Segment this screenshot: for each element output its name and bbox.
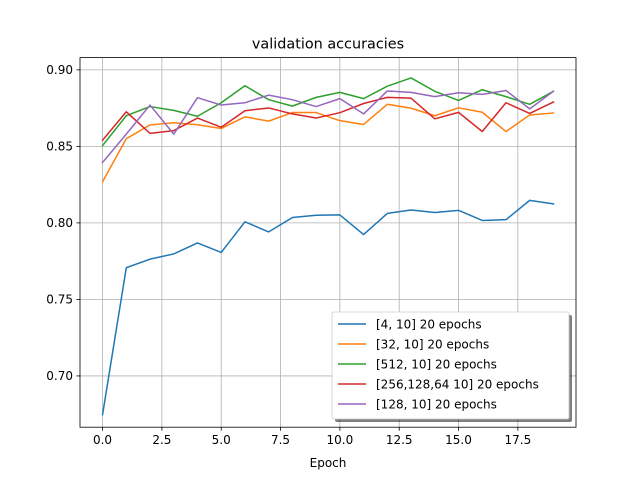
series-line-3 bbox=[101, 77, 555, 147]
legend: [4, 10] 20 epochs [32, 10] 20 epochs [512,… bbox=[331, 311, 572, 422]
y-tick-label: 0.85 bbox=[46, 140, 73, 154]
series-line-5 bbox=[101, 89, 555, 164]
x-tick-label: 0.0 bbox=[93, 433, 112, 447]
plot-frame bbox=[79, 57, 577, 428]
x-tick-label: 10.0 bbox=[327, 433, 354, 447]
legend-label: [512, 10] 20 epochs bbox=[376, 358, 497, 372]
x-tick-label: 12.5 bbox=[386, 433, 413, 447]
y-tick-label: 0.90 bbox=[46, 63, 73, 77]
y-axis: 0.70 0.75 0.80 0.85 0.90 bbox=[46, 63, 80, 383]
legend-box bbox=[331, 311, 570, 420]
y-tick-label: 0.75 bbox=[46, 293, 73, 307]
x-tick-label: 15.0 bbox=[445, 433, 472, 447]
y-tick-label: 0.80 bbox=[46, 216, 73, 230]
series-line-1 bbox=[101, 199, 555, 416]
x-tick-label: 7.5 bbox=[271, 433, 290, 447]
series-lines bbox=[101, 77, 555, 416]
legend-label: [256,128,64 10] 20 epochs bbox=[376, 378, 539, 392]
x-axis: 0.0 2.5 5.0 7.5 10.0 12.5 15.0 17.5 bbox=[93, 427, 531, 447]
x-tick-label: 17.5 bbox=[504, 433, 531, 447]
y-tick-label: 0.70 bbox=[46, 369, 73, 383]
chart-title: validation accuracies bbox=[252, 37, 404, 53]
x-tick-label: 5.0 bbox=[212, 433, 231, 447]
x-axis-label: Epoch bbox=[310, 456, 347, 470]
legend-label: [32, 10] 20 epochs bbox=[376, 338, 489, 352]
legend-label: [128, 10] 20 epochs bbox=[376, 398, 497, 412]
series-line-2 bbox=[101, 103, 555, 183]
legend-label: [4, 10] 20 epochs bbox=[376, 318, 482, 332]
x-tick-label: 2.5 bbox=[152, 433, 171, 447]
